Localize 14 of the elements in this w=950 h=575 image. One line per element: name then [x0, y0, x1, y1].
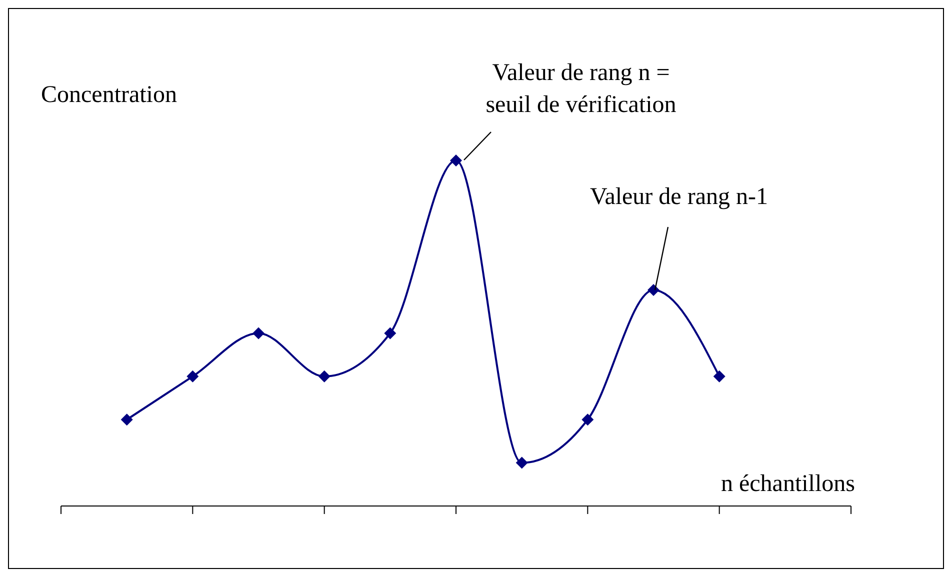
point [318, 370, 330, 382]
y-axis-title: Concentration [41, 82, 177, 109]
point [582, 414, 594, 426]
point [252, 327, 264, 340]
x-axis-title: n échantillons [721, 471, 855, 498]
text: Valeur de rang n = seuil de vérification [484, 59, 678, 120]
annotation: Valeur de rang n-1 [589, 183, 769, 212]
point [516, 456, 528, 469]
point [384, 327, 396, 340]
point [648, 284, 660, 296]
point [186, 370, 199, 382]
point [450, 154, 462, 166]
point [120, 414, 133, 426]
point [713, 370, 726, 382]
